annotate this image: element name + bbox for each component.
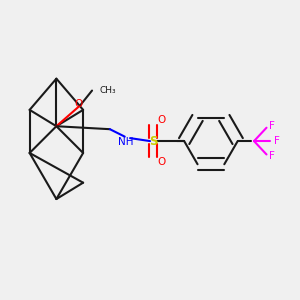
Text: CH₃: CH₃ xyxy=(100,86,116,95)
Text: NH: NH xyxy=(118,137,134,147)
Text: F: F xyxy=(274,136,280,146)
Text: F: F xyxy=(269,151,275,161)
Text: O: O xyxy=(74,99,83,109)
Text: O: O xyxy=(158,157,166,167)
Text: S: S xyxy=(149,135,157,148)
Text: O: O xyxy=(158,115,166,125)
Text: F: F xyxy=(269,121,275,131)
